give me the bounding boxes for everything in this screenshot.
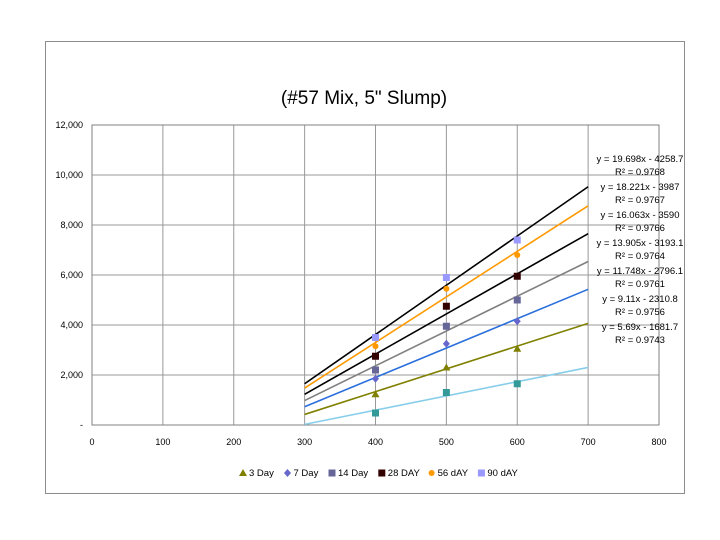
x-tick-label: 400 (368, 437, 383, 447)
legend-item: 3 Day (239, 468, 274, 479)
data-point (372, 352, 379, 360)
legend: 3 Day 7 Day 14 Day 28 DAY 56 dAY 90 dAY (239, 468, 519, 479)
data-point (372, 334, 379, 341)
legend-label: 3 Day (249, 468, 274, 479)
x-tick-label: 200 (226, 437, 241, 447)
trendline-equation: y = 13.905x - 3193.1 (597, 238, 684, 249)
legend-label: 14 Day (338, 468, 368, 479)
trendline (304, 232, 589, 395)
y-tick-label: 4,000 (60, 320, 83, 330)
data-point-layer (371, 236, 522, 417)
trendline-layer (304, 186, 589, 426)
data-point (513, 317, 521, 326)
data-point (442, 322, 450, 330)
legend-label: 28 DAY (388, 468, 421, 479)
plot-area-border (91, 124, 660, 426)
trendline-r-squared: R² = 0.9756 (615, 307, 665, 318)
trendline-equation-layer: y = 19.698x - 4258.7 R² = 0.9768 y = 18.22… (597, 154, 684, 346)
y-tick-label: 2,000 (60, 370, 83, 380)
y-tick-label: 8,000 (60, 220, 83, 230)
x-tick-label: 700 (581, 437, 596, 447)
legend-label: 56 dAY (438, 468, 469, 479)
data-point (442, 274, 450, 281)
data-point (514, 252, 521, 258)
x-tick-label: 300 (297, 437, 312, 447)
tick-label-layer: - 2,000 4,000 6,000 8,000 10,000 12,000 0 100 200… (55, 120, 666, 447)
x-tick-label: 100 (155, 437, 170, 447)
x-tick-label: 800 (651, 437, 666, 447)
trendline (304, 205, 589, 389)
data-point (513, 380, 521, 388)
data-point (443, 285, 450, 292)
trendline (304, 288, 589, 408)
x-tick-label: 600 (510, 437, 525, 447)
trendline-r-squared: R² = 0.9767 (615, 195, 665, 206)
legend-marker (378, 469, 386, 477)
trendline (304, 186, 589, 385)
data-point (513, 236, 521, 244)
y-tick-label: 10,000 (55, 170, 83, 180)
legend-item: 28 DAY (378, 468, 420, 479)
data-point (372, 409, 379, 417)
legend-marker (477, 469, 485, 477)
trendline (304, 260, 589, 402)
legend-marker (428, 470, 435, 476)
legend-label: 90 dAY (487, 468, 518, 479)
trendline-equation: y = 18.221x - 3987 (601, 182, 680, 193)
data-point (372, 343, 379, 350)
legend-item: 90 dAY (477, 468, 519, 479)
data-point (442, 363, 451, 371)
y-tick-label: 12,000 (55, 120, 83, 130)
data-point (513, 272, 521, 280)
legend-item: 14 Day (328, 468, 368, 479)
chart-svg: (#57 Mix, 5" Slump) y = 19.698x - 4258.7… (55, 88, 684, 479)
trendline-r-squared: R² = 0.9768 (615, 167, 665, 178)
trendline-equation: y = 5.69x - 1681.7 (602, 322, 678, 333)
data-point (513, 296, 521, 304)
data-point (442, 389, 450, 396)
data-point (372, 374, 379, 383)
trendline-equation: y = 9.11x - 2310.8 (602, 294, 678, 305)
data-point (442, 302, 450, 310)
legend-marker (284, 469, 291, 477)
trendline-equation: y = 19.698x - 4258.7 (597, 154, 684, 165)
trendline-r-squared: R² = 0.9761 (615, 279, 665, 290)
y-tick-label: - (80, 420, 83, 430)
data-point (372, 366, 379, 374)
data-point (442, 339, 450, 348)
chart-title: (#57 Mix, 5" Slump) (281, 88, 447, 109)
legend-marker (239, 469, 247, 476)
data-point (513, 344, 522, 352)
y-tick-label: 6,000 (60, 270, 83, 280)
trendline-r-squared: R² = 0.9764 (615, 251, 665, 262)
legend-marker (328, 469, 336, 477)
chart-frame: (#57 Mix, 5" Slump) y = 19.698x - 4258.7… (45, 41, 685, 494)
trendline-equation: y = 16.063x - 3590 (601, 210, 680, 221)
legend-item: 7 Day (284, 468, 319, 479)
data-point (371, 390, 380, 398)
x-tick-label: 500 (439, 437, 454, 447)
trendline-equation: y = 11.748x - 2796.1 (597, 266, 683, 277)
trendline-r-squared: R² = 0.9743 (615, 335, 665, 346)
legend-item: 56 dAY (428, 468, 469, 479)
x-tick-label: 0 (89, 437, 94, 447)
legend-label: 7 Day (294, 468, 319, 479)
trendline-r-squared: R² = 0.9766 (615, 223, 665, 234)
